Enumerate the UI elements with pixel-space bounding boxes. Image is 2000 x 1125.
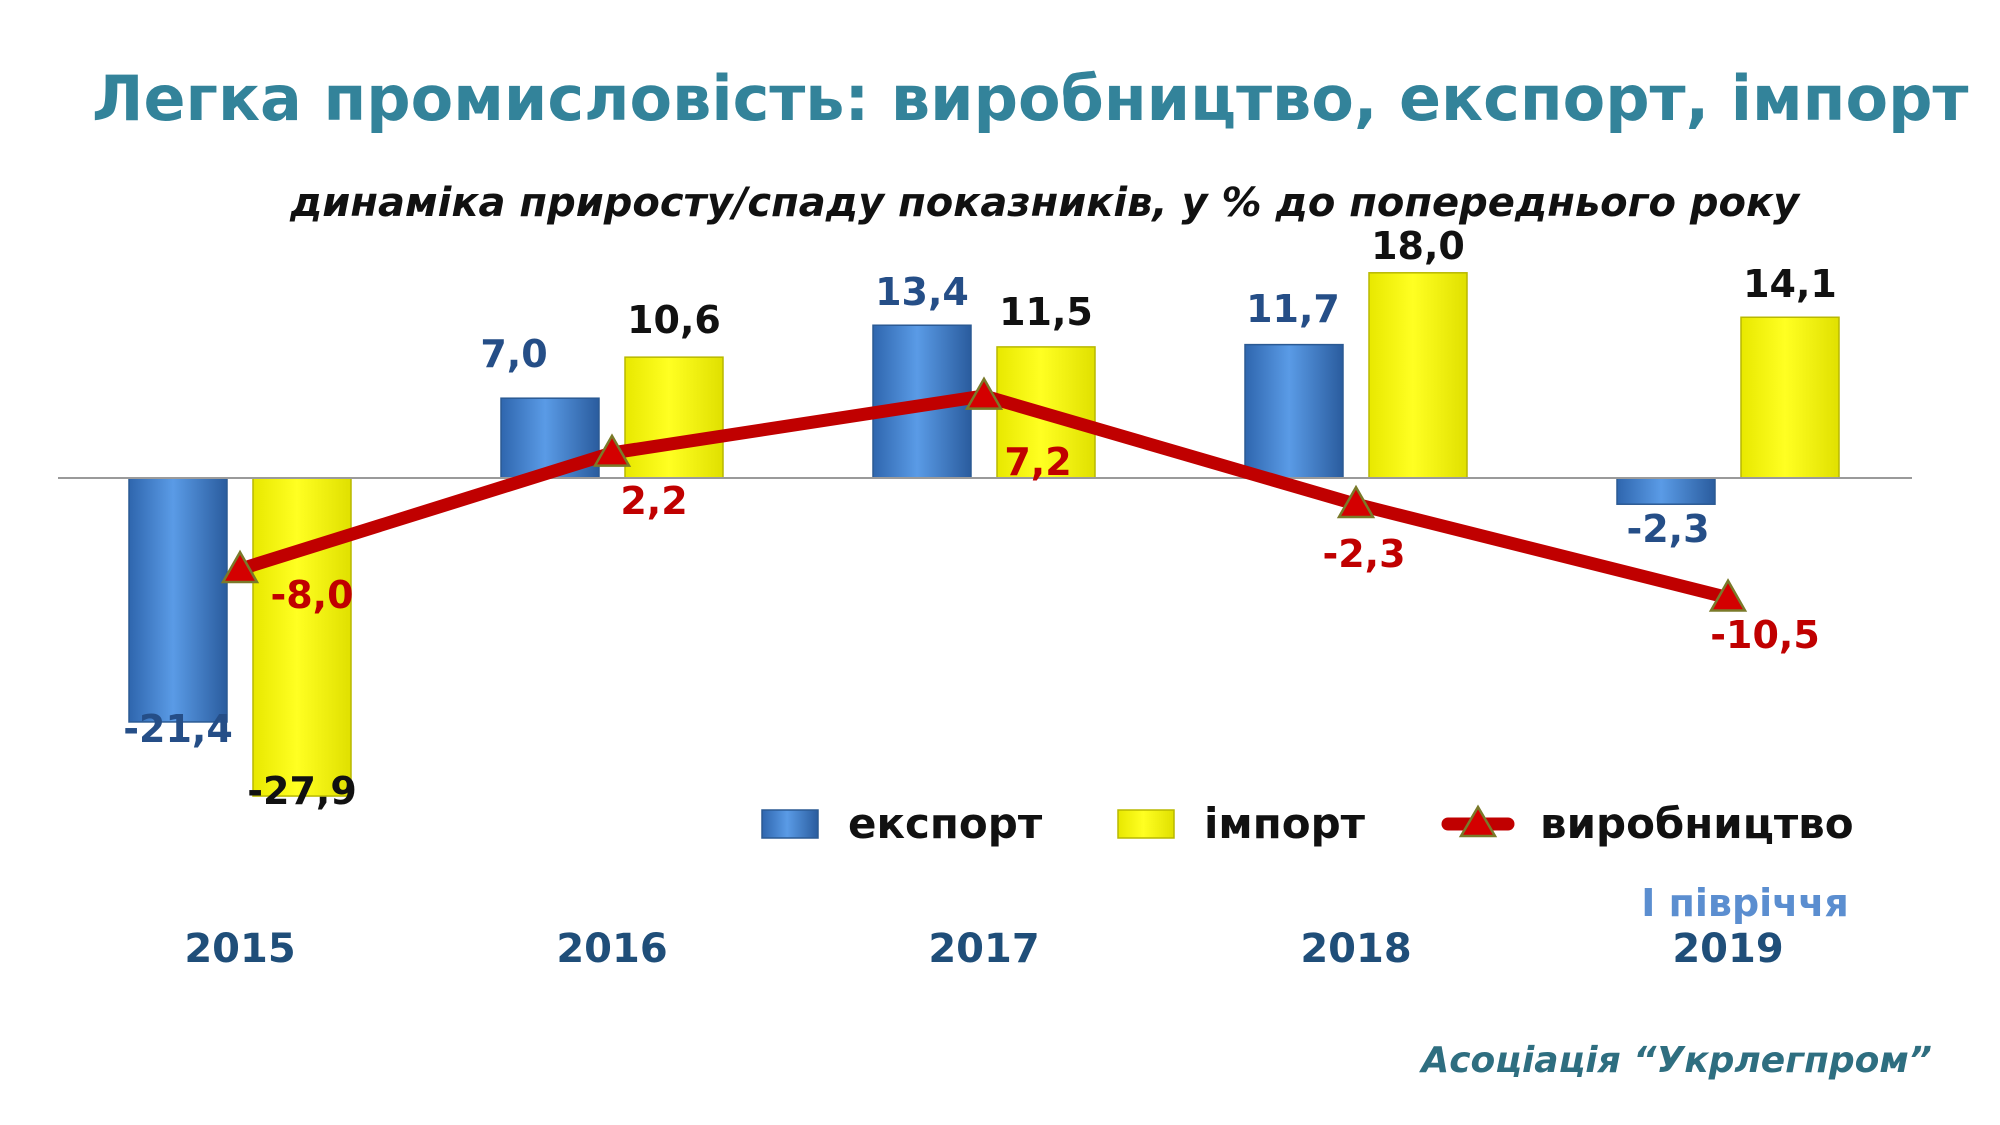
import-value-label: -27,9 xyxy=(247,769,357,813)
production-line xyxy=(233,389,1735,605)
import-bar-2018 xyxy=(1368,272,1468,479)
legend-production-marker xyxy=(1458,804,1498,838)
category-label-2018: 2018 xyxy=(1300,926,1411,972)
legend-import-label: імпорт xyxy=(1204,799,1366,848)
category-label-2019: 2019 xyxy=(1672,926,1783,972)
import-value-label: 14,1 xyxy=(1743,262,1837,306)
export-value-label: 7,0 xyxy=(480,332,547,376)
legend-production-label: виробництво xyxy=(1540,799,1854,848)
production-marker-2015 xyxy=(220,549,260,584)
production-marker-2017 xyxy=(964,376,1004,410)
bars-layer xyxy=(128,272,1840,797)
production-value-label: -2,3 xyxy=(1322,532,1405,576)
export-value-label: -2,3 xyxy=(1626,507,1709,551)
legend-import-swatch xyxy=(1117,809,1175,839)
import-bar-2016 xyxy=(624,356,724,479)
production-marker-2019 xyxy=(1708,578,1748,612)
export-value-label: -21,4 xyxy=(123,707,233,751)
production-marker-2018 xyxy=(1336,484,1376,519)
export-bar-2015 xyxy=(128,477,228,723)
chart-title: Легка промисловість: виробництво, експор… xyxy=(92,62,1969,135)
category-note: І півріччя xyxy=(1641,881,1849,925)
line-layer xyxy=(220,376,1748,612)
legend-export-swatch xyxy=(761,809,819,839)
category-label-2017: 2017 xyxy=(928,926,1039,972)
legend-export-label: експорт xyxy=(848,799,1043,848)
import-value-label: 18,0 xyxy=(1371,224,1465,268)
production-value-label: 7,2 xyxy=(1004,440,1071,484)
export-value-label: 13,4 xyxy=(875,270,969,314)
production-value-label: -10,5 xyxy=(1710,613,1820,657)
import-value-label: 11,5 xyxy=(999,290,1093,334)
category-label-2015: 2015 xyxy=(184,926,295,972)
production-marker-2016 xyxy=(592,433,632,467)
import-value-label: 10,6 xyxy=(627,298,721,342)
import-bar-2015 xyxy=(252,477,352,797)
labels-layer: -21,4 7,0 13,4 11,7 -2,3 -27,9 10,6 11,5 18,0 14,… xyxy=(123,224,1849,972)
production-value-label: 2,2 xyxy=(620,479,687,523)
export-bar-2018 xyxy=(1244,343,1344,479)
attribution: Асоціація “Укрлегпром” xyxy=(1421,1040,1932,1081)
category-label-2016: 2016 xyxy=(556,926,667,972)
chart-subtitle: динаміка приросту/спаду показників, у % … xyxy=(290,180,1800,226)
export-bar-2019 xyxy=(1616,477,1716,505)
legend: експорт імпорт виробництво xyxy=(761,799,1854,848)
import-bar-2019 xyxy=(1740,316,1840,479)
export-value-label: 11,7 xyxy=(1246,287,1340,331)
production-value-label: -8,0 xyxy=(270,573,353,617)
